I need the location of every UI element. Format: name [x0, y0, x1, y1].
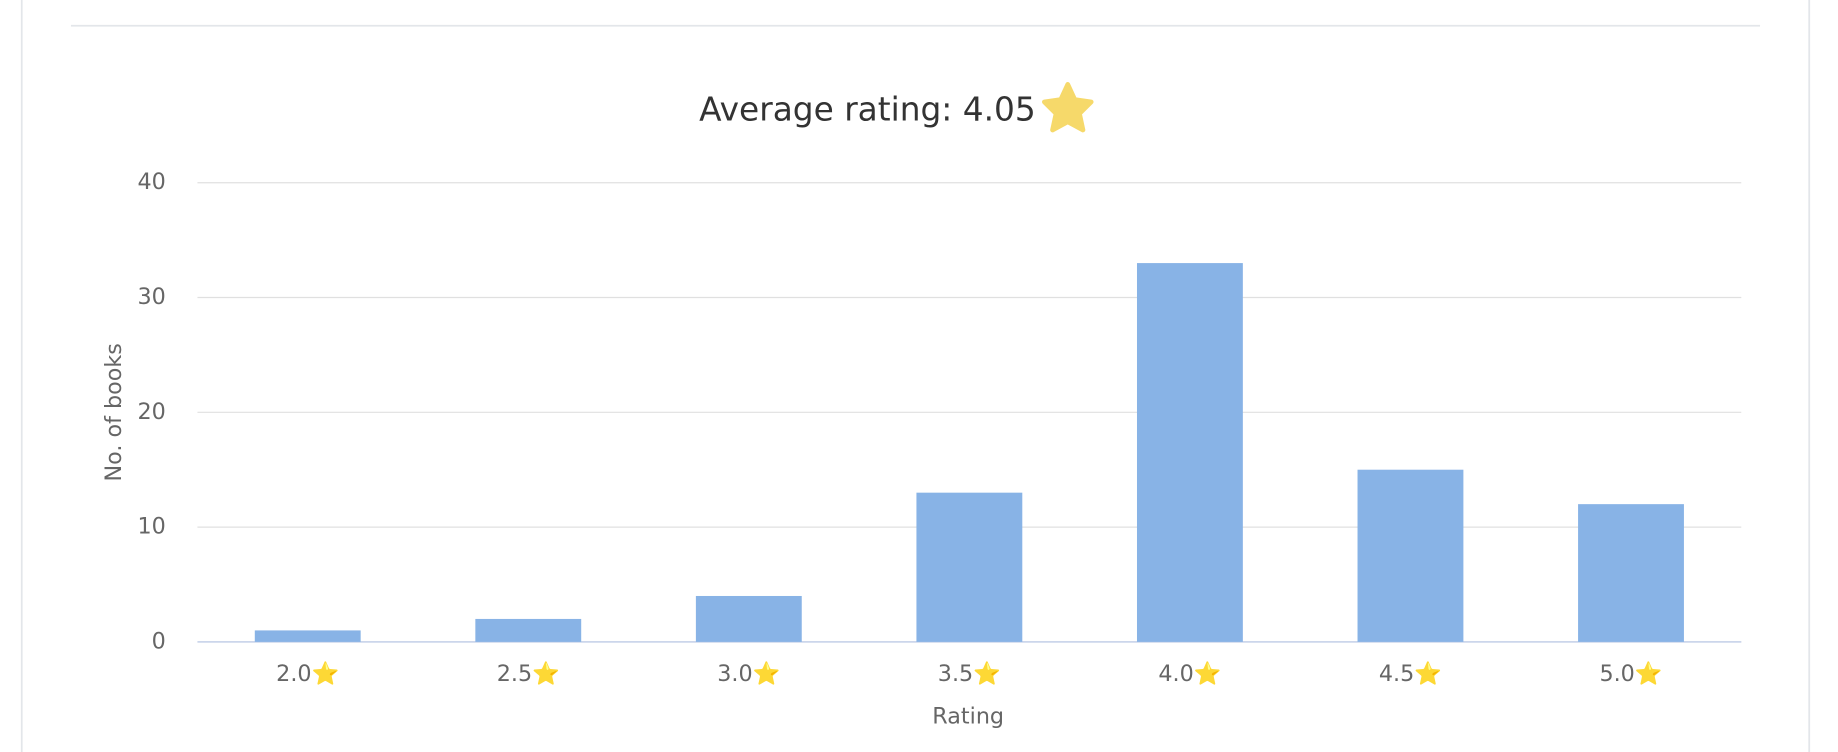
y-tick-label: 10 — [138, 514, 166, 540]
chart-title: Average rating: 4.05 — [699, 90, 1036, 128]
x-tick-label: 2.0⭐ — [276, 660, 339, 687]
star-icon — [1041, 81, 1094, 133]
bar — [1578, 504, 1684, 642]
x-tick-label: 3.0⭐ — [717, 660, 780, 687]
x-tick-label: 3.5⭐ — [938, 660, 1001, 687]
bar — [916, 492, 1023, 642]
bar — [254, 630, 361, 642]
y-tick-label: 20 — [138, 399, 166, 425]
bar — [1357, 469, 1464, 642]
x-tick-label: 4.5⭐ — [1379, 660, 1442, 687]
y-tick-label: 40 — [138, 169, 166, 195]
x-tick-label: 5.0⭐ — [1599, 660, 1662, 687]
x-tick-label: 4.0⭐ — [1158, 660, 1221, 687]
y-axis-label: No. of books — [101, 343, 127, 481]
bar — [695, 595, 802, 642]
y-tick-label: 0 — [152, 628, 166, 654]
x-tick-label: 2.5⭐ — [497, 660, 560, 687]
bar — [1136, 263, 1243, 642]
y-tick-label: 30 — [138, 284, 166, 310]
card — [20, 0, 1811, 752]
bar — [475, 618, 582, 642]
x-axis-label: Rating — [932, 703, 1004, 729]
